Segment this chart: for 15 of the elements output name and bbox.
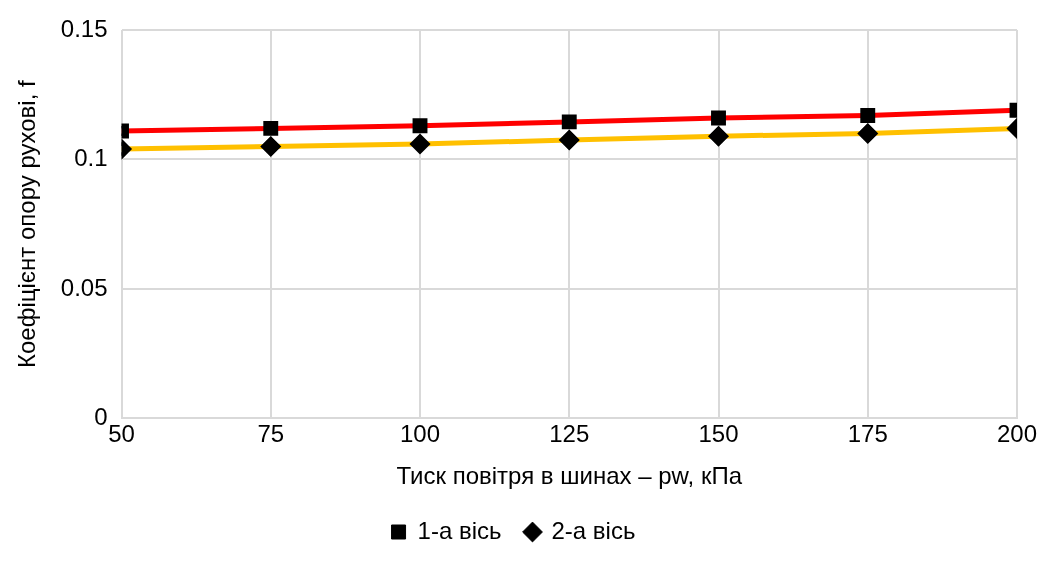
x-tick-label: 125 [549, 420, 590, 448]
y-tick-label: 0.05 [60, 273, 108, 301]
legend-label: 2-а вісь [551, 516, 636, 544]
x-tick-label: 75 [257, 420, 285, 448]
x-tick-label: 200 [996, 420, 1038, 448]
y-tick-label: 0.15 [60, 14, 108, 42]
x-tick-label: 100 [399, 420, 441, 448]
y-tick-label: 0.1 [74, 144, 108, 172]
x-tick-label: 50 [108, 420, 135, 448]
y-axis-title: Коефіцієнт опору руховi, f [13, 80, 41, 369]
x-tick-label: 150 [698, 420, 739, 448]
x-axis-title: Тиск повітря в шинах – pw, кПа [396, 462, 743, 490]
x-tick-label: 175 [847, 420, 888, 448]
y-tick-label: 0 [94, 403, 108, 431]
legend-label: 1-а вісь [417, 516, 502, 544]
